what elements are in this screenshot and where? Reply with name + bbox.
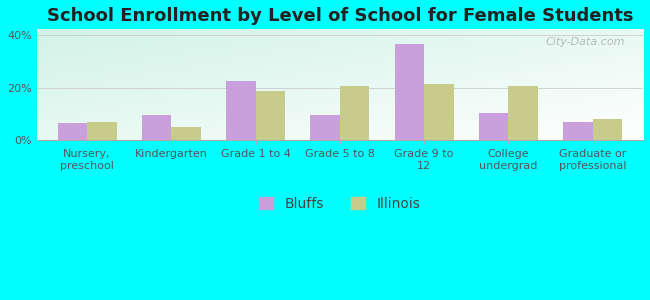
Bar — [508, 86, 538, 140]
Bar — [172, 127, 201, 140]
Bar — [424, 83, 454, 140]
Title: School Enrollment by Level of School for Female Students: School Enrollment by Level of School for… — [47, 7, 633, 25]
Bar — [255, 92, 285, 140]
Bar — [593, 119, 622, 140]
Bar — [563, 122, 593, 140]
Bar — [310, 115, 340, 140]
Bar — [58, 123, 87, 140]
Bar — [479, 113, 508, 140]
Bar — [395, 44, 424, 140]
Legend: Bluffs, Illinois: Bluffs, Illinois — [252, 190, 427, 218]
Text: City-Data.com: City-Data.com — [545, 37, 625, 47]
Bar — [87, 122, 116, 140]
Bar — [142, 115, 172, 140]
Bar — [226, 81, 255, 140]
Bar — [340, 86, 369, 140]
